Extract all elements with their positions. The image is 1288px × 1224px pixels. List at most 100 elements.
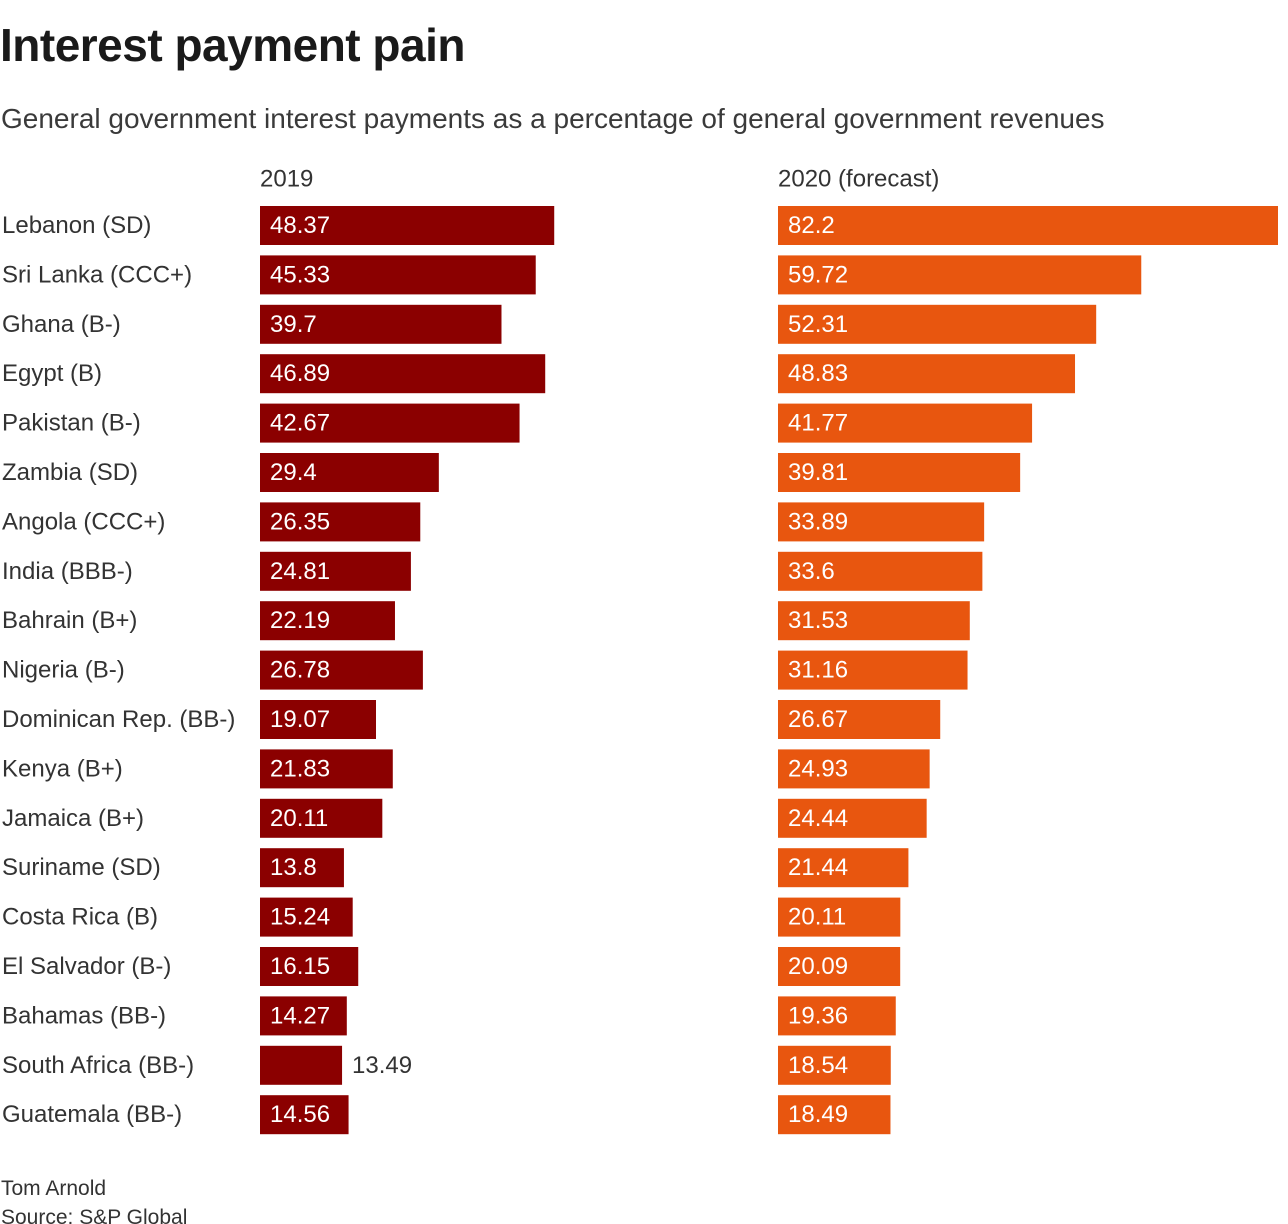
category-label: Sri Lanka (CCC+) (2, 261, 192, 288)
data-label-2020: 39.81 (788, 459, 848, 486)
data-label-2019: 24.81 (270, 558, 330, 585)
data-label-2019: 39.7 (270, 311, 317, 338)
data-label-2020: 33.6 (788, 558, 835, 585)
bar-2020 (778, 304, 1097, 344)
bar-2020 (778, 1095, 891, 1135)
bar-2020 (778, 848, 909, 888)
data-label-2020: 82.2 (788, 212, 835, 239)
category-label: Egypt (B) (2, 360, 102, 387)
category-label: Kenya (B+) (2, 755, 123, 782)
category-label: Lebanon (SD) (2, 212, 151, 239)
data-label-2019: 14.56 (270, 1101, 330, 1128)
bar-2020 (778, 255, 1142, 295)
data-label-2019: 19.07 (270, 706, 330, 733)
data-label-2019: 13.8 (270, 854, 317, 881)
bar-2019 (260, 304, 502, 344)
bar-2020 (778, 551, 983, 591)
panel-2020: 2020 (forecast) 82.2 59.72 52.31 48.83 41.77 3… (778, 166, 1278, 1135)
bar-2019 (260, 1045, 343, 1085)
bar-2020 (778, 947, 901, 986)
bar-2019 (260, 403, 520, 443)
bar-2020 (778, 206, 1278, 245)
bar-2019 (260, 848, 344, 888)
data-label-2020: 18.54 (788, 1052, 848, 1079)
category-label: Bahamas (BB-) (2, 1002, 166, 1029)
panel-header-2020: 2020 (forecast) (778, 166, 939, 193)
data-label-2020: 26.67 (788, 706, 848, 733)
bar-2019 (260, 650, 423, 690)
chart-title: Interest payment pain (0, 19, 465, 71)
bar-2020 (778, 403, 1033, 443)
bar-2020 (778, 601, 970, 641)
category-label: Jamaica (B+) (2, 805, 144, 832)
bar-2019 (260, 551, 411, 591)
bar-2020 (778, 453, 1021, 492)
bar-chart: Lebanon (SD) Sri Lanka (CCC+) Ghana (B-) Eg… (2, 166, 1278, 1135)
data-label-2019: 45.33 (270, 261, 330, 288)
data-label-2019: 29.4 (270, 459, 317, 486)
category-label: Guatemala (BB-) (2, 1101, 182, 1128)
data-label-2020: 24.93 (788, 755, 848, 782)
chart-subtitle: General government interest payments as … (1, 103, 1105, 134)
data-label-2019: 13.49 (352, 1052, 412, 1079)
bar-2020 (778, 897, 901, 937)
data-label-2019: 22.19 (270, 607, 330, 634)
data-label-2020: 52.31 (788, 311, 848, 338)
data-label-2019: 20.11 (270, 805, 328, 832)
data-label-2019: 26.78 (270, 657, 330, 684)
data-label-2020: 41.77 (788, 410, 848, 437)
bar-2019 (260, 798, 383, 838)
data-label-2020: 19.36 (788, 1002, 848, 1029)
category-labels: Lebanon (SD) Sri Lanka (CCC+) Ghana (B-) Eg… (2, 212, 235, 1128)
data-label-2019: 46.89 (270, 360, 330, 387)
category-label: Nigeria (B-) (2, 657, 125, 684)
category-label: Suriname (SD) (2, 854, 161, 881)
data-label-2020: 20.09 (788, 953, 848, 980)
category-label: Bahrain (B+) (2, 607, 137, 634)
data-label-2019: 16.15 (270, 953, 330, 980)
data-label-2020: 18.49 (788, 1101, 848, 1128)
category-label: Dominican Rep. (BB-) (2, 706, 235, 733)
data-label-2020: 33.89 (788, 508, 848, 535)
bar-2020 (778, 749, 930, 789)
bar-2020 (778, 798, 927, 838)
source-note: Source: S&P Global (1, 1206, 188, 1224)
bar-2019 (260, 255, 536, 295)
bar-2020 (778, 354, 1076, 394)
data-label-2020: 31.53 (788, 607, 848, 634)
data-label-2019: 26.35 (270, 508, 330, 535)
bar-2019 (260, 1095, 349, 1135)
bar-2019 (260, 897, 353, 937)
data-label-2020: 48.83 (788, 360, 848, 387)
bar-2019 (260, 749, 393, 789)
bar-2020 (778, 650, 968, 690)
bar-2019 (260, 996, 347, 1036)
data-label-2019: 21.83 (270, 755, 330, 782)
data-label-2020: 59.72 (788, 261, 848, 288)
category-label: El Salvador (B-) (2, 953, 171, 980)
byline: Tom Arnold (1, 1177, 107, 1200)
category-label: Zambia (SD) (2, 459, 138, 486)
data-label-2020: 24.44 (788, 805, 848, 832)
bar-2019 (260, 947, 359, 986)
category-label: Pakistan (B-) (2, 410, 141, 437)
bar-2019 (260, 453, 439, 492)
bar-2019 (260, 206, 555, 245)
bar-2019 (260, 354, 546, 394)
data-label-2019: 14.27 (270, 1002, 330, 1029)
data-label-2019: 42.67 (270, 410, 330, 437)
data-label-2020: 31.16 (788, 657, 848, 684)
data-label-2019: 48.37 (270, 212, 330, 239)
data-label-2020: 21.44 (788, 854, 848, 881)
category-label: Angola (CCC+) (2, 508, 165, 535)
bar-2020 (778, 1045, 891, 1085)
bar-2019 (260, 700, 376, 739)
category-label: South Africa (BB-) (2, 1052, 194, 1079)
panel-header-2019: 2019 (260, 166, 313, 193)
data-label-2019: 15.24 (270, 904, 330, 931)
bar-2019 (260, 601, 395, 641)
category-label: Ghana (B-) (2, 311, 121, 338)
bar-2020 (778, 502, 985, 542)
bar-2020 (778, 996, 896, 1036)
data-label-2020: 20.11 (788, 904, 846, 931)
